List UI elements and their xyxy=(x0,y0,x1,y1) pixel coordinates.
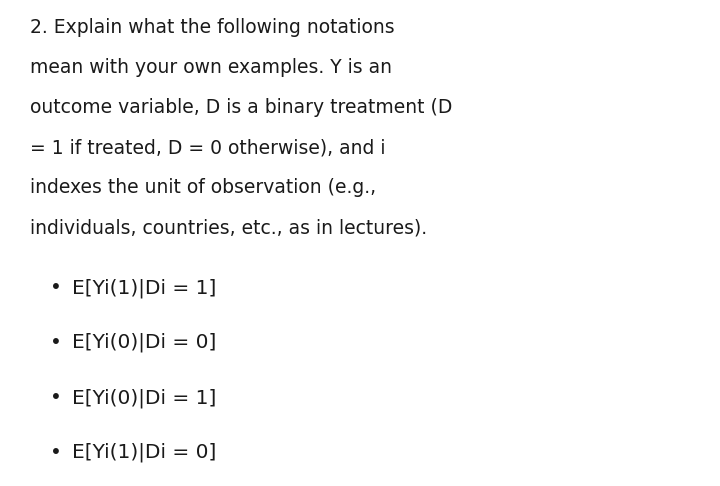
Text: mean with your own examples. Y is an: mean with your own examples. Y is an xyxy=(30,58,392,77)
Text: E[Yi(1)|Di = 0]: E[Yi(1)|Di = 0] xyxy=(72,443,217,463)
Text: E[Yi(0)|Di = 0]: E[Yi(0)|Di = 0] xyxy=(72,333,217,352)
Text: indexes the unit of observation (e.g.,: indexes the unit of observation (e.g., xyxy=(30,178,376,197)
Text: •: • xyxy=(50,388,62,407)
Text: •: • xyxy=(50,333,62,352)
Text: = 1 if treated, D = 0 otherwise), and i: = 1 if treated, D = 0 otherwise), and i xyxy=(30,138,385,157)
Text: outcome variable, D is a binary treatment (D: outcome variable, D is a binary treatmen… xyxy=(30,98,452,117)
Text: •: • xyxy=(50,443,62,462)
Text: individuals, countries, etc., as in lectures).: individuals, countries, etc., as in lect… xyxy=(30,218,427,237)
Text: E[Yi(0)|Di = 1]: E[Yi(0)|Di = 1] xyxy=(72,388,217,407)
Text: 2. Explain what the following notations: 2. Explain what the following notations xyxy=(30,18,395,37)
Text: E[Yi(1)|Di = 1]: E[Yi(1)|Di = 1] xyxy=(72,278,217,297)
Text: •: • xyxy=(50,278,62,297)
